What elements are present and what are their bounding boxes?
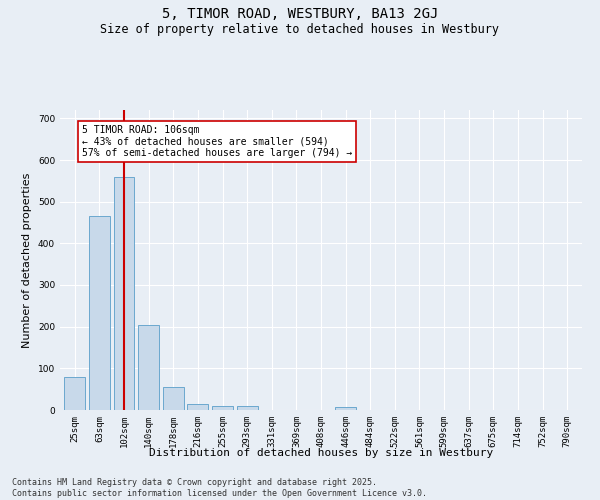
Text: Size of property relative to detached houses in Westbury: Size of property relative to detached ho… <box>101 22 499 36</box>
Bar <box>138 324 159 410</box>
Bar <box>187 404 208 410</box>
Bar <box>64 376 85 410</box>
Bar <box>113 176 134 410</box>
Y-axis label: Number of detached properties: Number of detached properties <box>22 172 32 348</box>
Text: Distribution of detached houses by size in Westbury: Distribution of detached houses by size … <box>149 448 493 458</box>
Bar <box>89 216 110 410</box>
Text: 5, TIMOR ROAD, WESTBURY, BA13 2GJ: 5, TIMOR ROAD, WESTBURY, BA13 2GJ <box>162 8 438 22</box>
Bar <box>212 406 233 410</box>
Bar <box>163 387 184 410</box>
Bar <box>335 406 356 410</box>
Bar <box>236 406 257 410</box>
Text: Contains HM Land Registry data © Crown copyright and database right 2025.
Contai: Contains HM Land Registry data © Crown c… <box>12 478 427 498</box>
Text: 5 TIMOR ROAD: 106sqm
← 43% of detached houses are smaller (594)
57% of semi-deta: 5 TIMOR ROAD: 106sqm ← 43% of detached h… <box>82 124 352 158</box>
